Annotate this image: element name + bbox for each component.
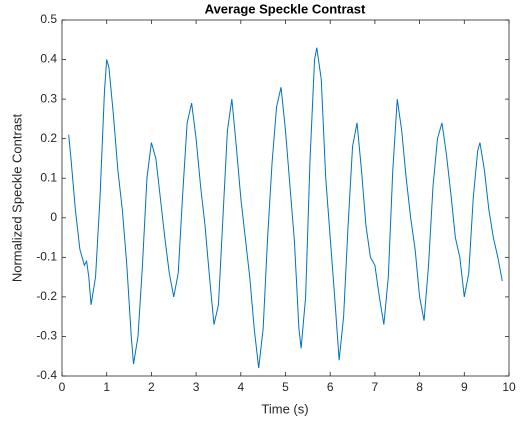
x-tick-label: 1 [103,380,110,394]
x-tick-label: 10 [502,380,516,394]
x-tick-label: 6 [327,380,334,394]
y-axis-label: Normalized Speckle Contrast [9,113,24,282]
y-tick-label: 0.3 [40,91,57,105]
chart-title: Average Speckle Contrast [205,1,366,16]
data-line [68,47,503,369]
y-tick-label: -0.1 [36,250,57,264]
plot-box [61,19,510,377]
x-tick-label: 2 [148,380,155,394]
y-tick-label: 0.2 [40,131,57,145]
y-tick-label: -0.4 [36,368,57,382]
x-tick-label: 5 [282,380,289,394]
y-tick-label: 0 [50,210,57,224]
x-tick-label: 7 [372,380,379,394]
y-tick-label: 0.1 [40,170,57,184]
y-tick-label: -0.2 [36,289,57,303]
x-tick-label: 0 [59,380,66,394]
y-tick-label: -0.3 [36,329,57,343]
x-tick-label: 3 [193,380,200,394]
x-axis-label: Time (s) [261,401,308,416]
y-tick-label: 0.5 [40,12,57,26]
x-tick-label: 4 [237,380,244,394]
x-tick-label: 9 [461,380,468,394]
x-tick-label: 8 [416,380,423,394]
y-tick-label: 0.4 [40,52,57,66]
